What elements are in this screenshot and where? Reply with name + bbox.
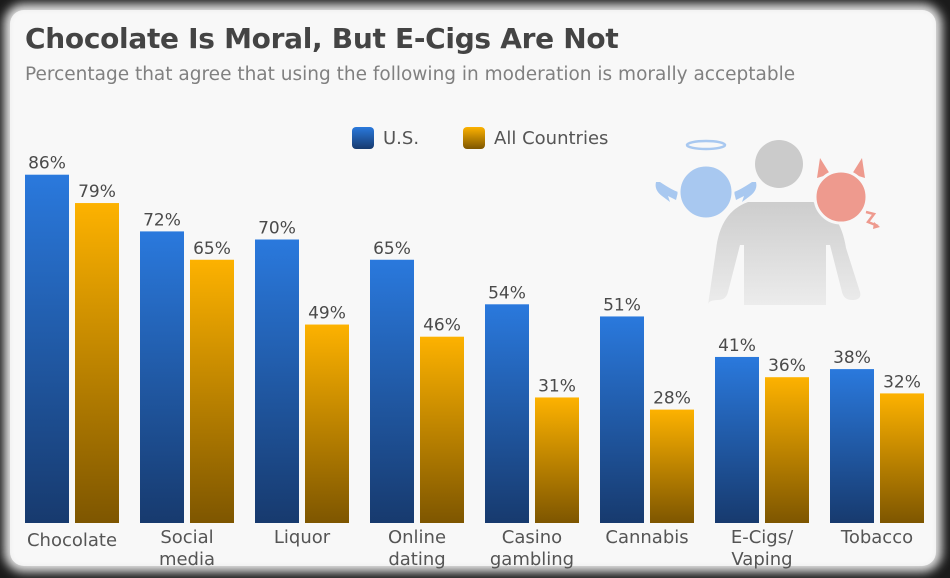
category-label-cannabis: Cannabis <box>605 527 688 548</box>
data-label-all-countries-online-dating: 46% <box>423 316 461 336</box>
bar-u-s-liquor <box>255 239 299 523</box>
legend-swatch-us <box>352 127 374 149</box>
category-label-e-cigs-vaping: E-Cigs/Vaping <box>731 527 794 570</box>
data-label-u-s-casino-gambling: 54% <box>488 283 526 303</box>
data-label-all-countries-social-media: 65% <box>193 239 231 259</box>
category-label-liquor: Liquor <box>274 527 331 548</box>
category-label-chocolate: Chocolate <box>27 530 117 551</box>
bar-all-countries-cannabis <box>650 409 694 523</box>
bar-all-countries-social-media <box>190 259 234 523</box>
data-label-all-countries-chocolate: 79% <box>78 182 116 202</box>
data-label-all-countries-cannabis: 28% <box>653 389 691 409</box>
person-with-angel-and-devil-icon <box>655 139 880 305</box>
legend-swatch-all-countries <box>463 127 486 149</box>
bar-all-countries-casino-gambling <box>535 397 579 523</box>
bar-all-countries-online-dating <box>420 336 464 523</box>
category-label-online-dating: Online dating <box>388 527 446 570</box>
bar-all-countries-chocolate <box>75 203 119 524</box>
bar-u-s-e-cigs-vaping <box>715 356 759 523</box>
bar-all-countries-tobacco <box>880 393 924 523</box>
data-label-all-countries-tobacco: 32% <box>883 372 921 392</box>
bar-u-s-online-dating <box>370 259 414 523</box>
legend-label-all-countries: All Countries <box>494 127 609 149</box>
legend-item-us: U.S. <box>352 127 419 149</box>
angel-icon <box>655 139 757 221</box>
legend-label-us: U.S. <box>383 127 420 149</box>
bar-all-countries-e-cigs-vaping <box>765 377 809 523</box>
person-icon <box>708 140 861 305</box>
data-label-all-countries-liquor: 49% <box>308 304 346 324</box>
data-label-all-countries-casino-gambling: 31% <box>538 376 576 396</box>
bar-u-s-cannabis <box>600 316 644 523</box>
bar-u-s-social-media <box>140 231 184 523</box>
chart-title: Chocolate Is Moral, But E-Cigs Are Not <box>25 22 619 55</box>
data-label-u-s-chocolate: 86% <box>28 154 66 174</box>
category-label-casino-gambling: Casino gambling <box>490 527 574 570</box>
data-label-u-s-liquor: 70% <box>258 219 296 239</box>
bar-u-s-chocolate <box>25 174 69 523</box>
devil-icon <box>813 158 880 229</box>
legend: U.S. All Countries <box>352 125 642 151</box>
bar-u-s-casino-gambling <box>485 304 529 523</box>
bar-all-countries-liquor <box>305 324 349 523</box>
data-label-u-s-tobacco: 38% <box>833 348 871 368</box>
category-label-social-media: Social media <box>159 527 215 570</box>
data-label-u-s-cannabis: 51% <box>603 295 641 315</box>
legend-item-all-countries: All Countries <box>463 127 608 149</box>
data-label-u-s-social-media: 72% <box>143 210 181 230</box>
category-label-tobacco: Tobacco <box>840 527 913 548</box>
data-label-all-countries-e-cigs-vaping: 36% <box>768 356 806 376</box>
chart-subtitle: Percentage that agree that using the fol… <box>25 64 796 85</box>
data-label-u-s-e-cigs-vaping: 41% <box>718 336 756 356</box>
data-label-u-s-online-dating: 65% <box>373 239 411 259</box>
bar-u-s-tobacco <box>830 369 874 523</box>
